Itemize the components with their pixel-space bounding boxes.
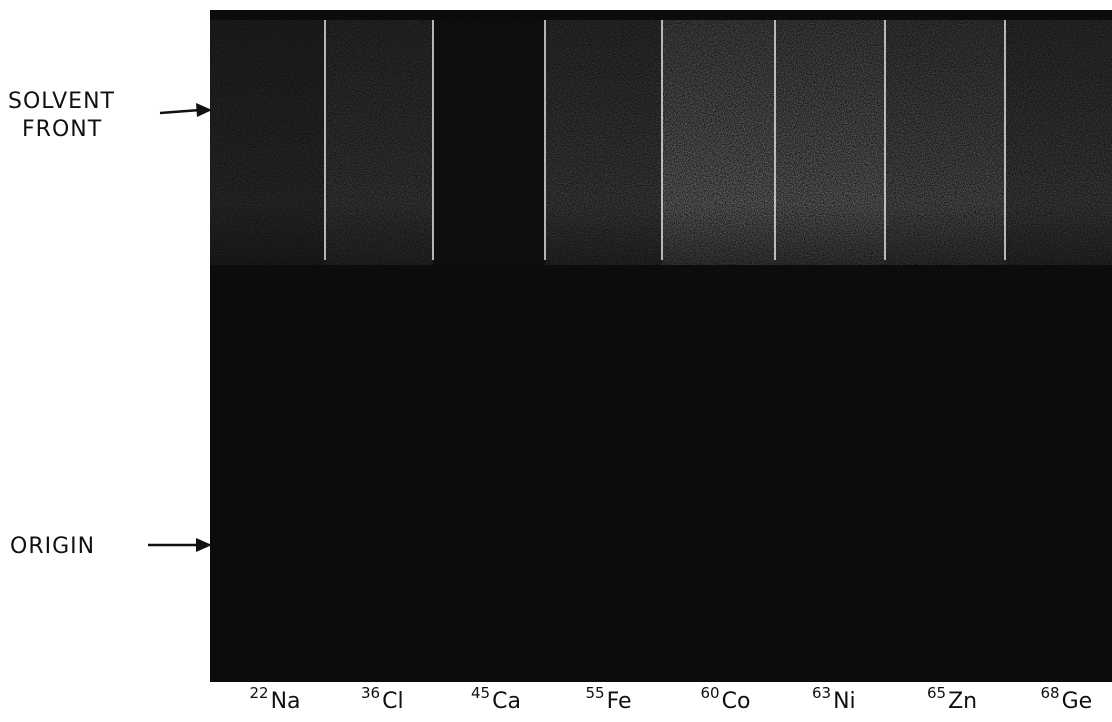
isotope-label: 60Co <box>701 684 751 714</box>
isotope-label: 65Zn <box>927 684 977 714</box>
isotope-label: 63Ni <box>812 684 856 714</box>
isotope-label: 22Na <box>250 684 301 714</box>
lane-spot <box>885 20 1005 265</box>
lane-spot <box>433 20 545 265</box>
element-symbol: Cl <box>382 689 403 714</box>
lane-spot <box>545 20 662 265</box>
isotope-label: 68Ge <box>1041 684 1093 714</box>
label-text: ORIGIN <box>10 534 95 559</box>
isotope-label: 55Fe <box>586 684 632 714</box>
lane-spot <box>210 20 325 265</box>
element-symbol: Na <box>271 689 301 714</box>
lanes <box>210 20 1112 265</box>
element-symbol: Zn <box>948 689 977 714</box>
element-symbol: Fe <box>607 689 632 714</box>
lane-spot <box>662 20 775 265</box>
mass-number: 36 <box>361 684 380 702</box>
mass-number: 22 <box>250 684 269 702</box>
lane-spot <box>1005 20 1112 265</box>
arrow-head <box>196 103 212 117</box>
solvent-front-label: SOLVENT FRONT <box>8 89 212 142</box>
element-symbol: Ge <box>1062 689 1093 714</box>
label-text: SOLVENT <box>8 89 115 114</box>
origin-label: ORIGIN <box>10 534 212 559</box>
element-symbol: Co <box>722 689 751 714</box>
arrow-head <box>196 538 212 552</box>
label-text: FRONT <box>22 117 102 142</box>
mass-number: 68 <box>1041 684 1060 702</box>
isotope-label: 36Cl <box>361 684 404 714</box>
mass-number: 60 <box>701 684 720 702</box>
element-symbol: Ni <box>833 689 856 714</box>
mass-number: 63 <box>812 684 831 702</box>
lane-spot <box>325 20 433 265</box>
arrow <box>159 108 201 115</box>
element-symbol: Ca <box>492 689 521 714</box>
lane-spot <box>775 20 885 265</box>
mass-number: 55 <box>586 684 605 702</box>
isotope-label: 45Ca <box>471 684 521 714</box>
mass-number: 45 <box>471 684 490 702</box>
mass-number: 65 <box>927 684 946 702</box>
